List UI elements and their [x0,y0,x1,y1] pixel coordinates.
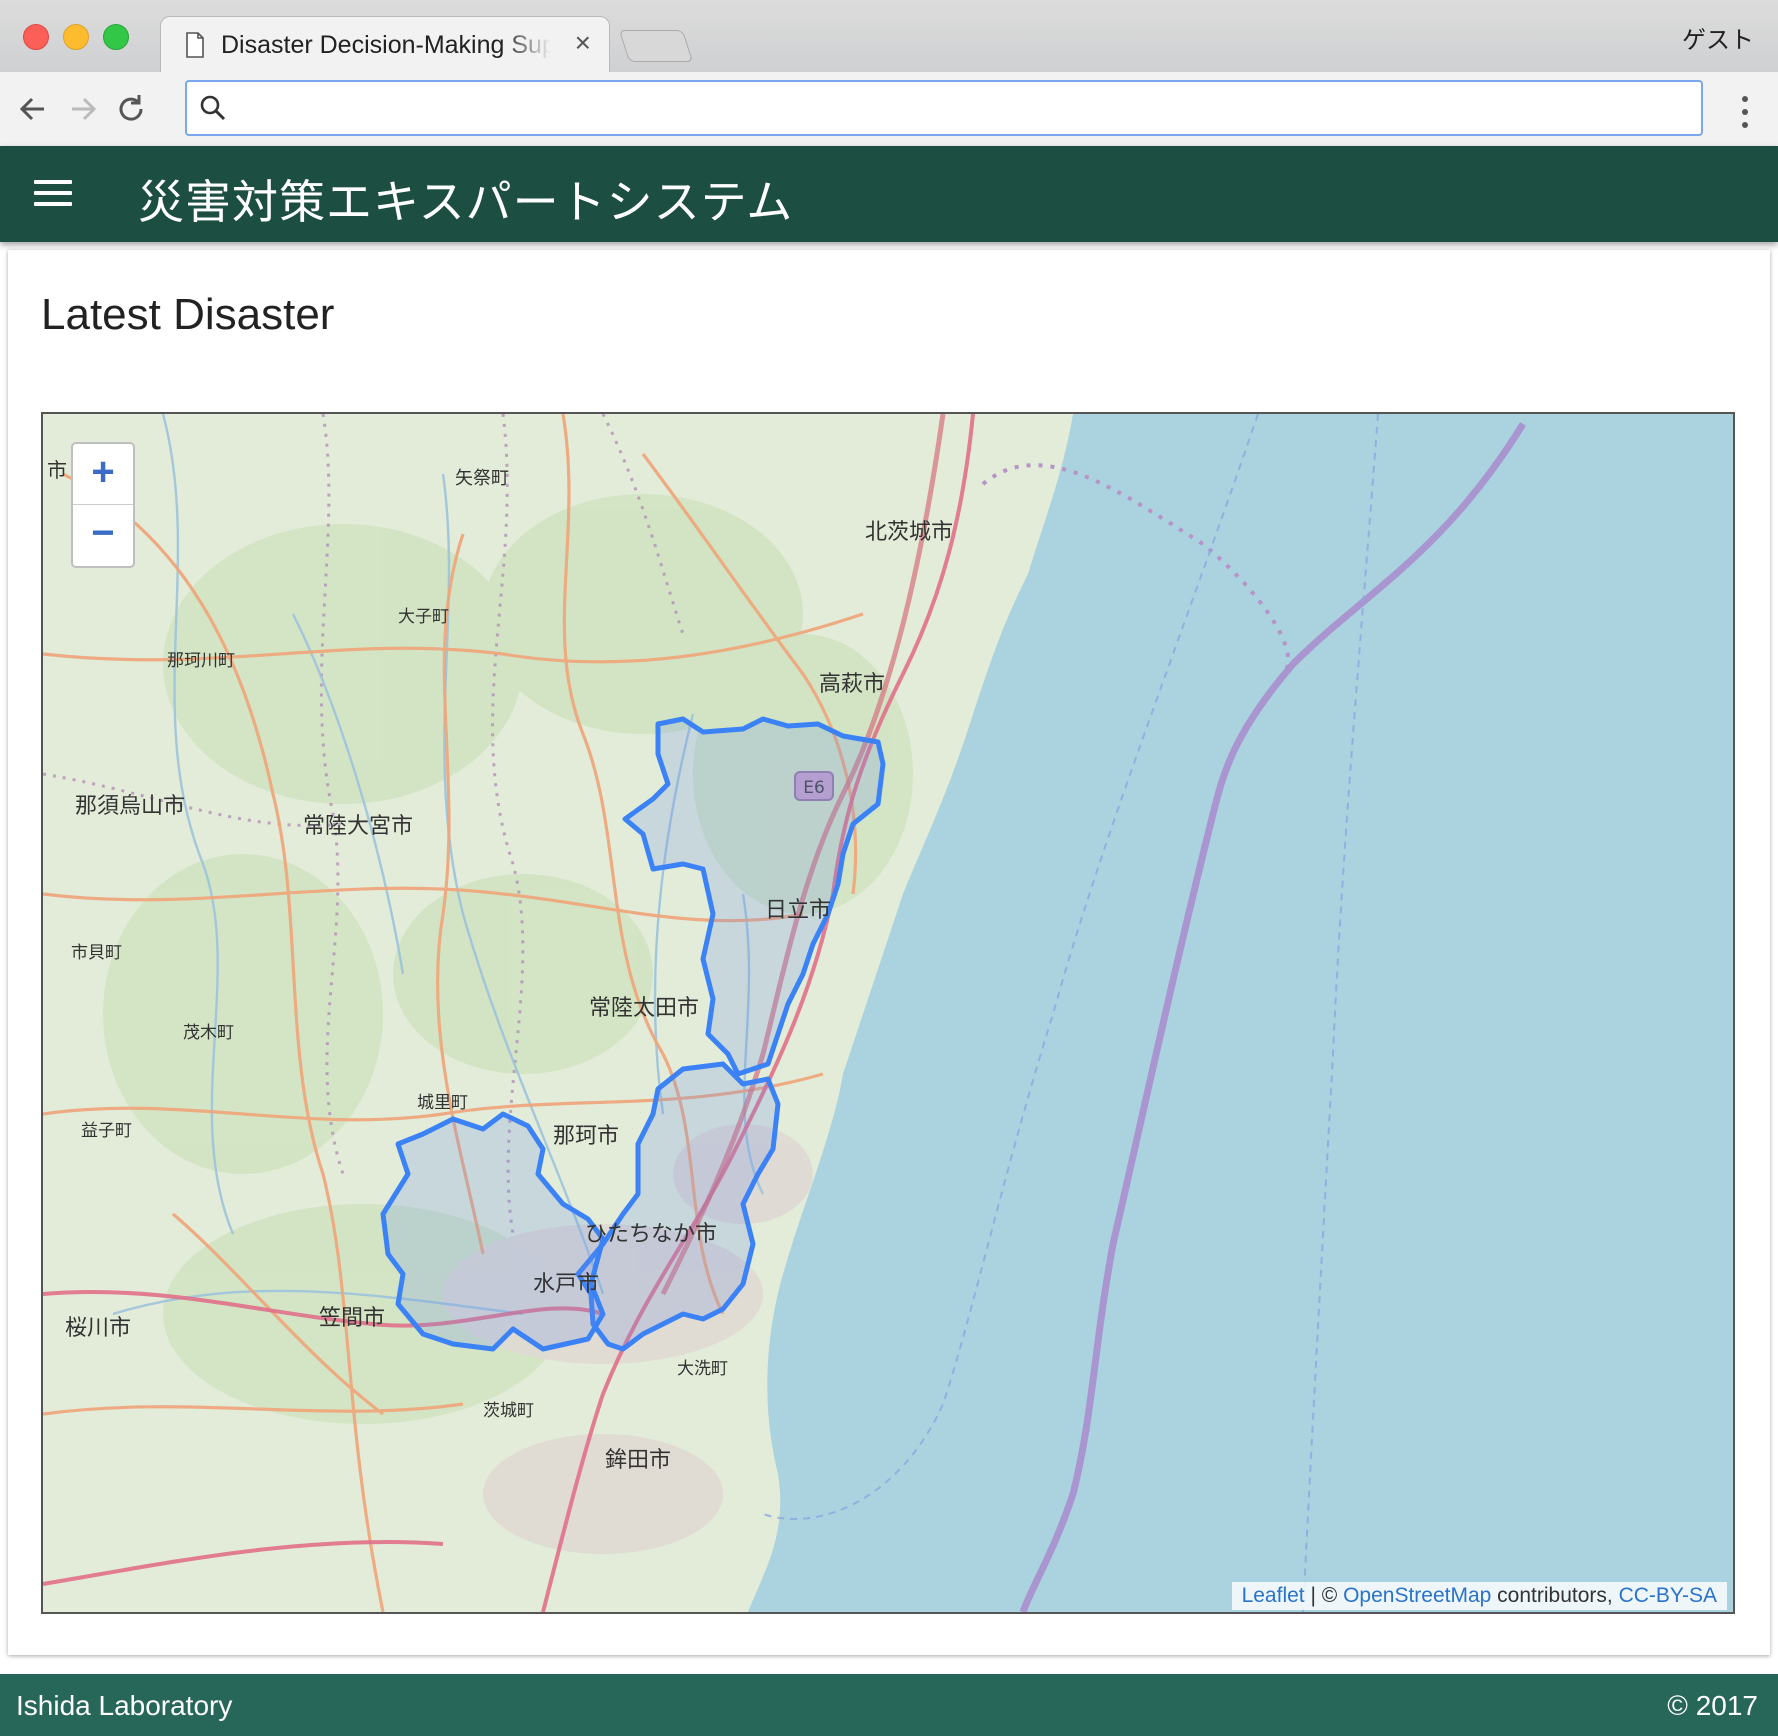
place-label: 市 [47,458,67,482]
app-title: 災害対策エキスパートシステム [138,175,794,229]
place-label: 大洗町 [677,1359,728,1379]
close-window-button[interactable] [23,24,49,50]
hamburger-menu-icon[interactable] [34,180,72,206]
forward-button[interactable] [64,90,102,128]
browser-toolbar [0,72,1778,147]
place-label: 大子町 [398,607,449,627]
place-label: 市貝町 [71,943,122,963]
reload-button[interactable] [112,90,150,128]
place-label: 常陸大宮市 [303,814,414,839]
document-icon [186,32,204,58]
place-label: 矢祭町 [455,468,509,489]
address-bar[interactable] [185,80,1703,136]
place-label: 常陸太田市 [589,996,700,1021]
attribution-separator: | © [1304,1584,1344,1607]
place-label: 高萩市 [819,672,886,697]
browser-tabstrip: Disaster Decision-Making Support × ゲスト [0,0,1778,73]
place-label: 茂木町 [183,1023,234,1043]
place-label: 北茨城市 [865,520,954,545]
place-label: 那珂市 [553,1124,620,1149]
disaster-region[interactable] [380,716,886,1352]
zoom-out-button[interactable]: − [91,511,115,555]
leaflet-link[interactable]: Leaflet [1241,1584,1305,1607]
tab-close-icon[interactable]: × [574,27,591,58]
latest-disaster-card: Latest Disaster [8,250,1770,1655]
back-arrow-icon [19,97,44,121]
zoom-control: + − [71,442,135,568]
footer: Ishida Laboratory © 2017 [0,1674,1778,1736]
tab-title: Disaster Decision-Making Support [221,31,551,59]
place-label: 水戸市 [533,1272,600,1297]
road-shield-label: E6 [803,778,825,798]
place-label: ひたちなか市 [585,1222,718,1247]
address-input[interactable] [237,88,1681,128]
place-label: 笠間市 [319,1306,386,1331]
place-label: 那須烏山市 [75,794,186,819]
card-title: Latest Disaster [41,290,335,339]
browser-menu-icon[interactable] [1740,94,1750,130]
openstreetmap-link[interactable]: OpenStreetMap [1343,1584,1492,1607]
forward-arrow-icon [72,97,97,121]
reload-icon [119,95,143,121]
place-label: 日立市 [765,898,832,923]
place-label: 茨城町 [483,1401,534,1421]
place-label: 桜川市 [65,1316,132,1341]
road-shield-icon [794,771,834,801]
place-label: 益子町 [81,1121,132,1141]
place-label: 城里町 [417,1093,468,1113]
footer-lab-name: Ishida Laboratory [16,1690,233,1721]
map-attribution: Leaflet | © OpenStreetMap contributors, … [1231,1582,1727,1610]
back-button[interactable] [14,90,52,128]
zoom-in-button[interactable]: + [73,444,133,505]
search-icon [200,95,226,121]
minimize-window-button[interactable] [63,24,89,50]
profile-label[interactable]: ゲスト [1682,27,1754,54]
place-label: 鉾田市 [605,1448,672,1473]
maximize-window-button[interactable] [103,24,129,50]
new-tab-button[interactable] [618,30,694,62]
browser-tab-active[interactable]: Disaster Decision-Making Support × [160,16,610,73]
license-link[interactable]: CC-BY-SA [1618,1584,1717,1607]
map-tiles: E6 [43,414,1526,1612]
app-bar: 災害対策エキスパートシステム [0,146,1778,242]
footer-copyright: © 2017 [1667,1690,1758,1721]
place-label: 那珂川町 [167,651,235,671]
disaster-map[interactable]: E6 市 矢祭町 北茨城市 大子町 那珂川町 高萩市 那須烏山市 常陸大宮市 日… [41,412,1735,1614]
attribution-contributors: contributors, [1491,1584,1619,1607]
